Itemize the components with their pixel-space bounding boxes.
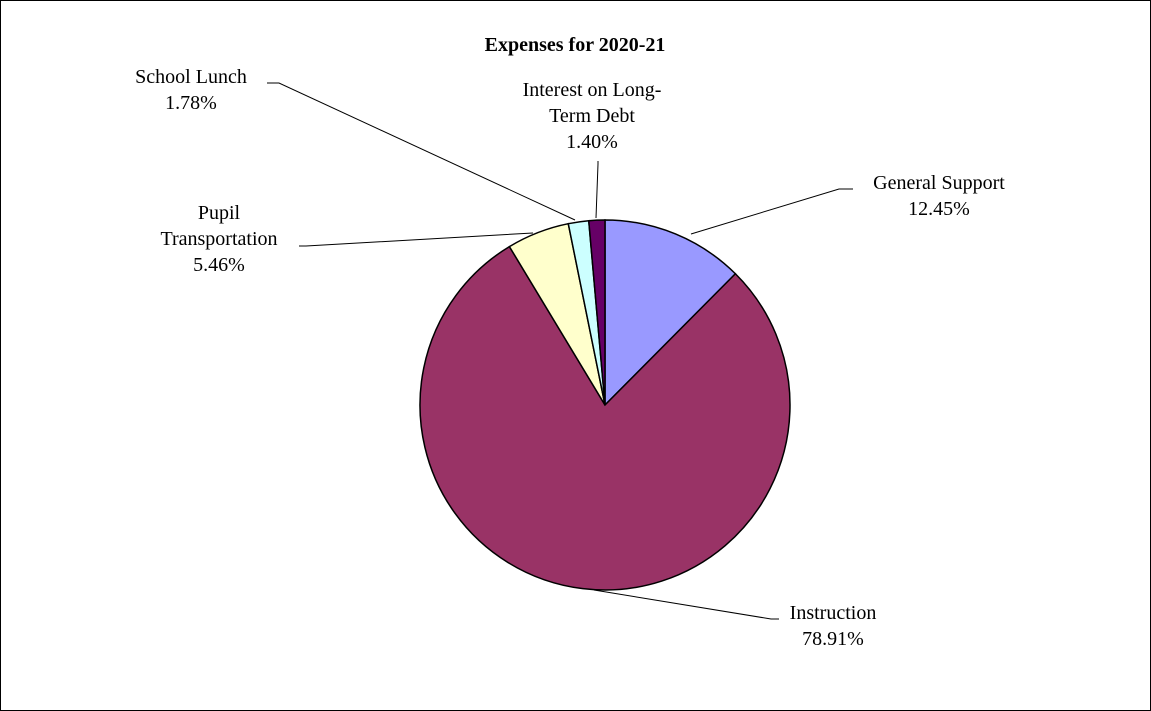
slice-name-pupil-transportation: Transportation: [160, 228, 277, 250]
slice-label-general-support: General Support 12.45%: [873, 172, 1005, 220]
leader-line-pupil-transportation: [299, 232, 534, 247]
slice-percent-interest-on-long-term-debt: 1.40%: [566, 131, 618, 153]
pie-slice-general-support: [604, 219, 737, 407]
pie-slice-instruction: [419, 245, 791, 591]
chart-title: Expenses for 2020-21: [485, 34, 666, 56]
slice-name-pupil-transportation: Pupil: [198, 202, 241, 224]
slice-name-school-lunch: School Lunch: [135, 66, 247, 88]
slice-label-instruction: Instruction 78.91%: [790, 602, 877, 650]
slice-percent-general-support: 12.45%: [908, 198, 970, 220]
slice-label-pupil-transportation: Pupil Transportation 5.46%: [160, 202, 277, 276]
slice-name-general-support: General Support: [873, 172, 1005, 194]
leader-line-school-lunch: [267, 82, 576, 221]
leader-line-general-support: [690, 188, 853, 235]
slice-label-interest-on-long-term-debt: Interest on Long- Term Debt 1.40%: [523, 79, 662, 153]
leader-line-instruction: [593, 589, 779, 620]
pie-slice-interest-on-long-term-debt: [587, 219, 606, 406]
slice-percent-instruction: 78.91%: [802, 628, 864, 650]
slice-label-school-lunch: School Lunch 1.78%: [135, 66, 247, 114]
slice-name-instruction: Instruction: [790, 602, 877, 624]
leader-line-interest-on-long-term-debt: [595, 161, 599, 219]
slice-percent-pupil-transportation: 5.46%: [193, 254, 245, 276]
slice-percent-school-lunch: 1.78%: [165, 92, 217, 114]
slice-name-interest-on-long-term-debt: Term Debt: [549, 105, 635, 127]
pie-slices: [419, 219, 791, 591]
slice-labels: General Support 12.45% Instruction 78.91% Pu…: [135, 66, 1005, 650]
leader-lines: [267, 82, 853, 620]
slice-name-interest-on-long-term-debt: Interest on Long-: [523, 79, 662, 101]
